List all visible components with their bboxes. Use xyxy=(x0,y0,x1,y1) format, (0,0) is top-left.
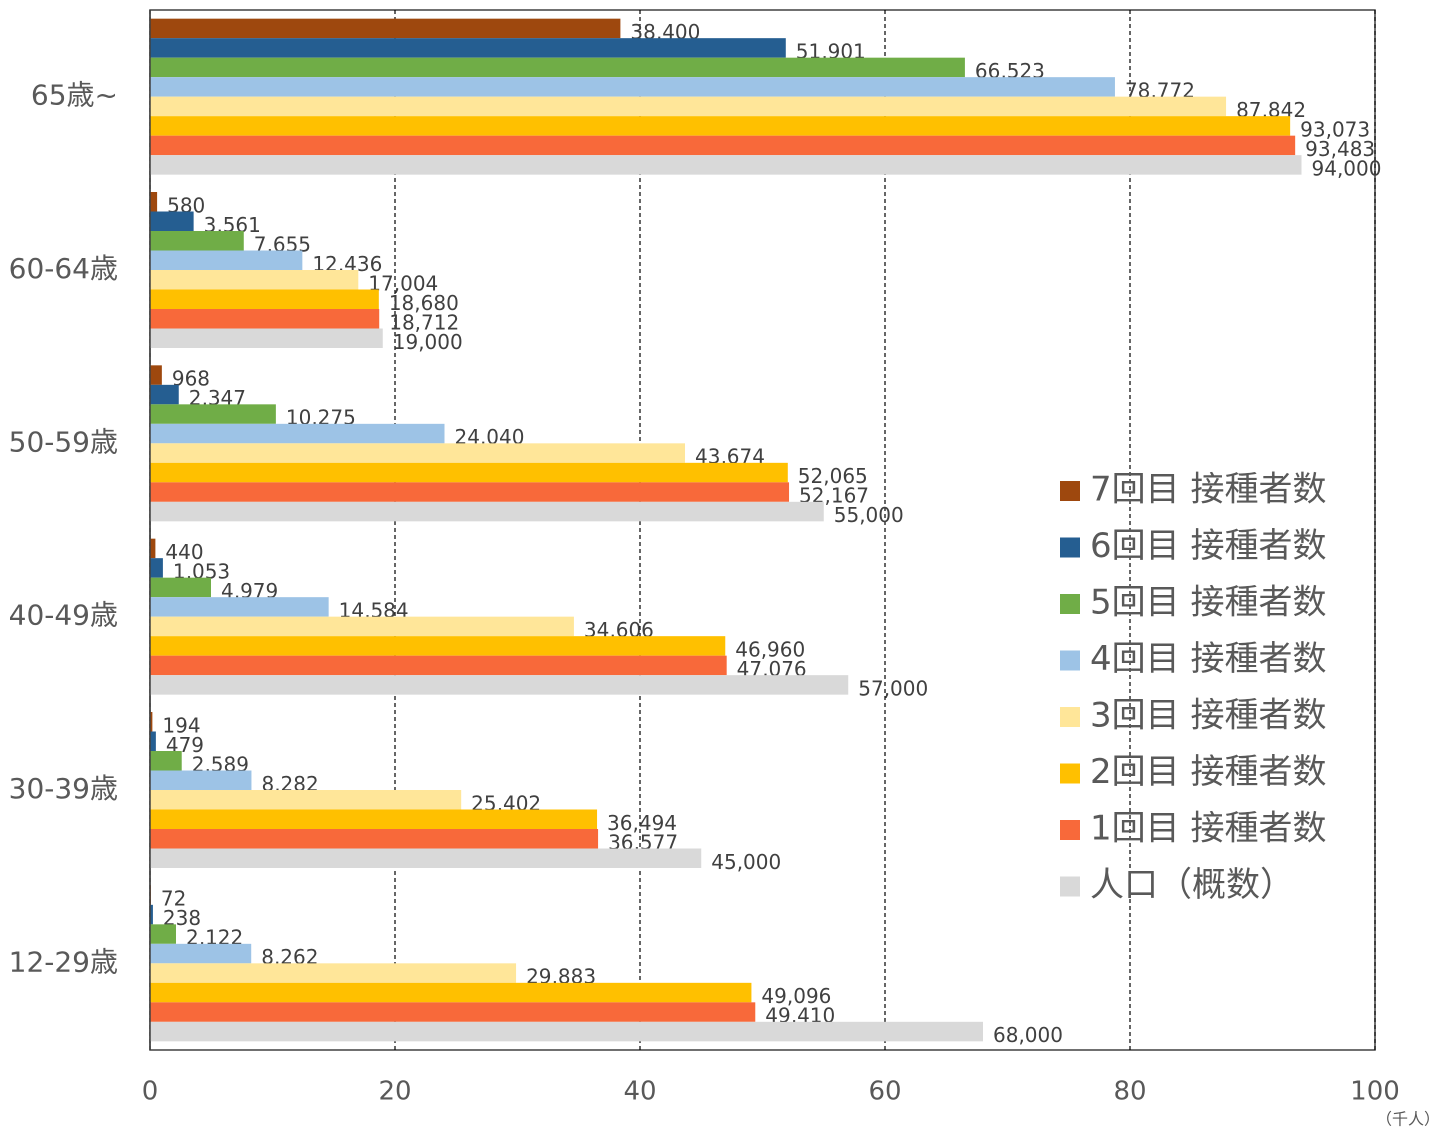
y-tick-label: 40-49歳 xyxy=(9,599,118,632)
legend-label: 6回目 接種者数 xyxy=(1090,526,1326,566)
legend-label: 2回目 接種者数 xyxy=(1090,752,1326,792)
x-tick-label: 60 xyxy=(868,1077,901,1107)
bar xyxy=(150,192,158,212)
legend-swatch xyxy=(1060,707,1080,727)
x-tick-label: 80 xyxy=(1113,1077,1146,1107)
bar xyxy=(150,211,194,231)
bar xyxy=(150,404,276,424)
y-tick-label: 65歳~ xyxy=(31,79,118,112)
bar xyxy=(150,270,359,290)
y-tick-label: 30-39歳 xyxy=(9,772,118,805)
bar xyxy=(150,231,244,251)
bar xyxy=(150,289,379,309)
legend-label: 7回目 接種者数 xyxy=(1090,470,1326,510)
legend-swatch xyxy=(1060,763,1080,784)
value-label: 93,073 xyxy=(1300,117,1370,141)
bar xyxy=(150,904,153,925)
bar xyxy=(150,155,1302,175)
value-label: 45,000 xyxy=(711,850,781,874)
bar xyxy=(150,443,686,463)
bar xyxy=(150,675,849,695)
legend-swatch xyxy=(1060,820,1080,840)
value-label: 93,483 xyxy=(1305,137,1375,161)
value-label: 194 xyxy=(162,713,200,737)
value-label: 49,096 xyxy=(761,984,831,1008)
bar xyxy=(150,829,599,849)
bar xyxy=(150,328,383,348)
bar xyxy=(150,636,726,656)
bar xyxy=(150,538,156,559)
bar xyxy=(150,558,163,578)
legend-label: 5回目 接種者数 xyxy=(1090,583,1326,623)
value-label: 52,065 xyxy=(798,464,868,488)
legend-label: 3回目 接種者数 xyxy=(1090,696,1326,736)
y-tick-label: 60-64歳 xyxy=(9,252,118,285)
bar xyxy=(150,116,1291,136)
bar xyxy=(150,616,574,637)
y-tick-label: 12-29歳 xyxy=(9,945,118,978)
bar xyxy=(150,731,156,751)
bar xyxy=(150,423,445,444)
value-label: 18,712 xyxy=(389,310,459,334)
x-tick-label: 100 xyxy=(1350,1077,1400,1107)
bar xyxy=(150,250,303,270)
bar xyxy=(150,809,598,829)
bar xyxy=(150,482,790,502)
bar xyxy=(150,848,702,868)
x-axis-label: （千人） xyxy=(1376,1110,1440,1129)
bar xyxy=(150,597,329,617)
bar xyxy=(150,18,621,39)
legend-swatch xyxy=(1060,876,1080,897)
legend-swatch xyxy=(1060,481,1080,501)
value-label: 17,004 xyxy=(368,271,438,295)
bar xyxy=(150,96,1227,117)
value-label: 19,000 xyxy=(393,330,463,354)
legend-label: 人口（概数） xyxy=(1090,865,1294,905)
bar xyxy=(150,501,824,522)
legend-swatch xyxy=(1060,594,1080,614)
bar xyxy=(150,1002,756,1022)
bar xyxy=(150,309,380,329)
bar xyxy=(150,365,162,385)
bar xyxy=(150,77,1115,97)
value-label: 94,000 xyxy=(1312,156,1382,180)
x-tick-label: 0 xyxy=(142,1077,159,1107)
legend-label: 4回目 接種者数 xyxy=(1090,639,1326,679)
bar xyxy=(150,751,182,771)
bar xyxy=(150,462,788,483)
x-tick-label: 20 xyxy=(378,1077,411,1107)
value-label: 55,000 xyxy=(834,503,904,527)
bar xyxy=(150,1021,983,1042)
bar xyxy=(150,790,462,810)
bar xyxy=(150,57,965,78)
bar xyxy=(150,770,252,790)
bar xyxy=(150,38,786,58)
legend-label: 1回目 接種者数 xyxy=(1090,809,1326,849)
legend-swatch xyxy=(1060,537,1080,558)
bar xyxy=(150,963,517,983)
bar xyxy=(150,924,176,944)
value-label: 49,410 xyxy=(765,1004,835,1028)
bar xyxy=(150,655,727,676)
bar xyxy=(150,384,179,405)
value-label: 36,494 xyxy=(607,811,677,835)
y-tick-label: 50-59歳 xyxy=(9,425,118,458)
value-label: 72 xyxy=(161,887,186,911)
bar xyxy=(150,135,1296,156)
value-label: 57,000 xyxy=(858,676,928,700)
value-label: 46,960 xyxy=(735,637,805,661)
value-label: 68,000 xyxy=(993,1023,1063,1047)
x-tick-label: 40 xyxy=(623,1077,656,1107)
value-label: 440 xyxy=(165,540,203,564)
bar xyxy=(150,943,252,964)
bar xyxy=(150,982,752,1003)
bar xyxy=(150,712,153,732)
bar xyxy=(150,577,211,598)
value-label: 18,680 xyxy=(389,291,459,315)
legend-swatch xyxy=(1060,650,1080,671)
